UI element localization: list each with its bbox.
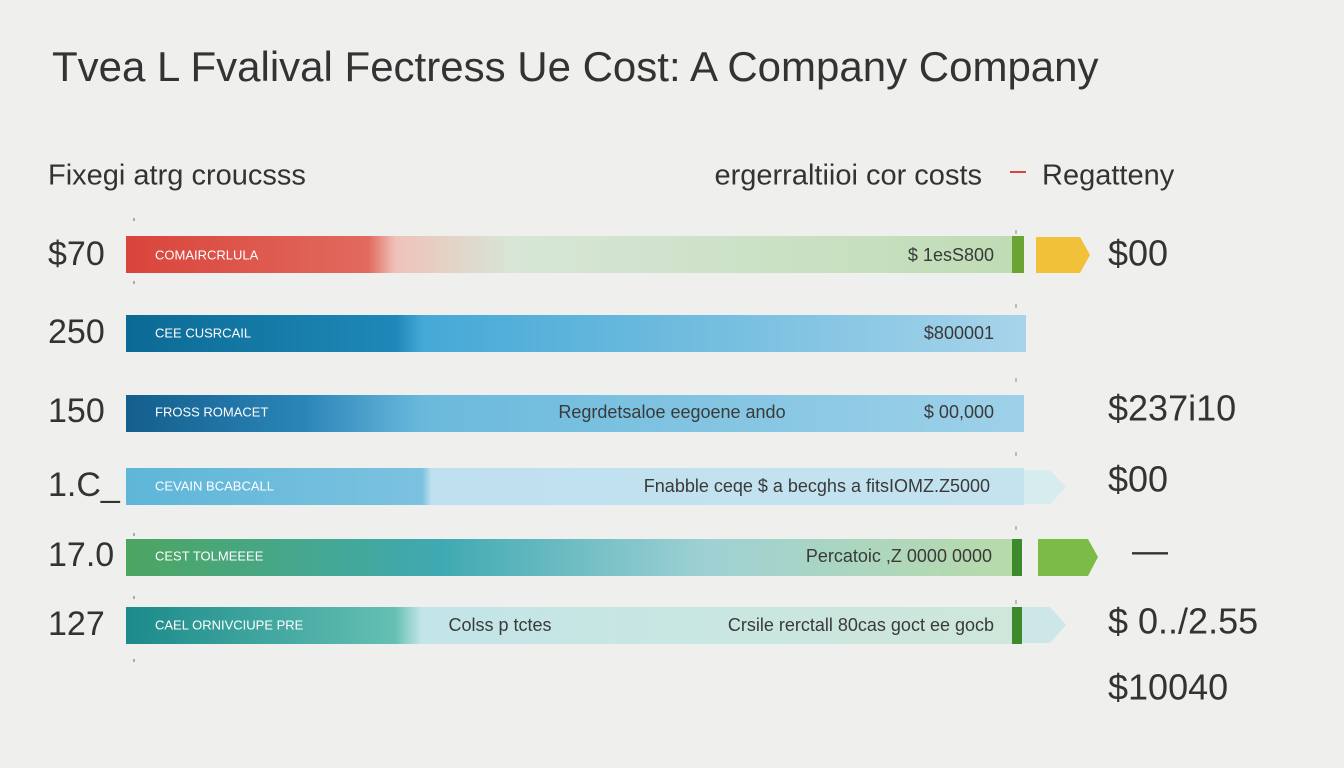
bar-amount: $ 1esS800 [908, 245, 994, 265]
row-label: 150 [48, 392, 105, 430]
bar-cap [1012, 539, 1022, 576]
row-label: 1.C_ [48, 466, 121, 504]
row-label: 127 [48, 605, 105, 643]
bar [126, 468, 1024, 505]
arrow [1038, 539, 1098, 576]
row-label: 17.0 [48, 536, 114, 574]
side-value: $00 [1108, 459, 1168, 500]
side-value: $00 [1108, 233, 1168, 274]
side-value: $ 0../2.55 [1108, 601, 1258, 642]
bar-label: CEST TOLMEEEE [155, 548, 264, 563]
footer-value: $10040 [1108, 667, 1228, 708]
bar-note: Fnabble ceqe $ a becghs a fitsIOMZ.Z5000 [644, 476, 990, 496]
header-left: Fixegi atrg croucsss [48, 160, 306, 192]
bar-note: Regrdetsaloe eegoene ando [558, 402, 785, 422]
row-label: $70 [48, 235, 105, 273]
bar-note: Percatoic ,Z 0000 0000 [806, 546, 992, 566]
bar-note: Colss p tctes [448, 615, 551, 635]
bar-label: CAEL ORNIVCIUPE PRE [155, 617, 304, 632]
bar-label: CEE CUSRCAIL [155, 325, 251, 340]
bar [126, 607, 1022, 644]
row-label: 250 [48, 313, 105, 351]
arrow [1024, 470, 1066, 504]
arrow [1036, 237, 1090, 273]
bar-amount: Crsile rerctall 80cas goct ee gocb [728, 615, 994, 635]
header-right: Regatteny [1042, 160, 1175, 192]
side-value: $237i10 [1108, 388, 1236, 429]
bar [126, 539, 1022, 576]
bar-label: COMAIRCRLULA [155, 247, 259, 262]
bar [126, 236, 1024, 273]
bar-label: CEVAIN BCABCALL [155, 478, 274, 493]
side-value: — [1132, 530, 1168, 571]
bar-cap [1012, 607, 1022, 644]
bar-label: FROSS ROMACET [155, 404, 268, 419]
title: Tvea L Fvalival Fectress Ue Cost: A Comp… [52, 43, 1099, 90]
bar [126, 395, 1024, 432]
bar-amount: $ 00,000 [924, 402, 994, 422]
header-middle: ergerraltiioi cor costs [714, 160, 982, 192]
arrow [1022, 607, 1066, 643]
bar-amount: $800001 [924, 323, 994, 343]
bar-cap [1012, 236, 1024, 273]
bar [126, 315, 1026, 352]
